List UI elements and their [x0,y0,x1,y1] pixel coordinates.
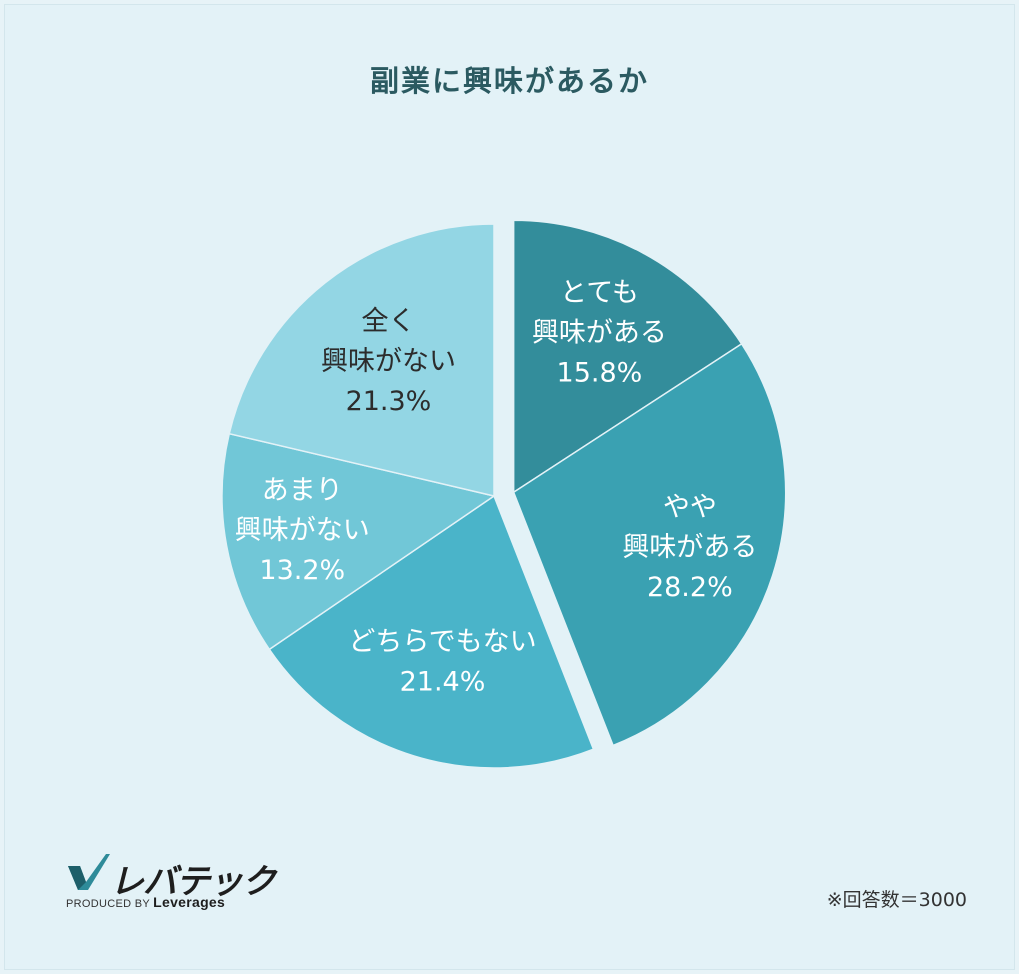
slice-value-label-5: 21.3% [346,386,432,417]
slice-value-label-3: 21.4% [400,667,486,698]
slice-category-label-1: とても [560,278,639,309]
pie-slice-3 [268,494,595,769]
sample-size-note: ※回答数＝3000 [826,889,967,911]
logo-produced-by: PRODUCED BY Leverages [66,894,225,910]
pie-slice-5 [228,223,495,497]
slice-category-label-4: あまり [262,475,343,506]
slice-value-label-2: 28.2% [647,572,733,603]
logo: レバテック PRODUCED BY Leverages [66,852,306,912]
chart-title: 副業に興味があるか [369,64,649,98]
slice-category-label-4: 興味がない [235,515,370,546]
pie-slice-1 [512,219,743,494]
company-name: Leverages [153,894,226,910]
check-logo-icon [68,854,110,890]
slice-category-label-1: 興味がある [532,318,667,349]
slice-category-label-5: 全く [361,306,415,337]
slice-category-label-2: やや [663,492,717,523]
slice-value-label-1: 15.8% [557,358,643,389]
produced-by-text: PRODUCED BY [66,898,150,910]
pie-slice-4 [221,432,496,651]
pie-slice-2 [512,342,787,747]
slice-category-label-2: 興味がある [622,532,757,563]
slice-value-label-4: 13.2% [259,555,345,586]
slice-category-label-5: 興味がない [321,346,456,377]
slice-category-label-3: どちらでもない [348,627,536,658]
logo-name: レバテック [110,862,276,902]
chart-frame [4,4,1015,970]
